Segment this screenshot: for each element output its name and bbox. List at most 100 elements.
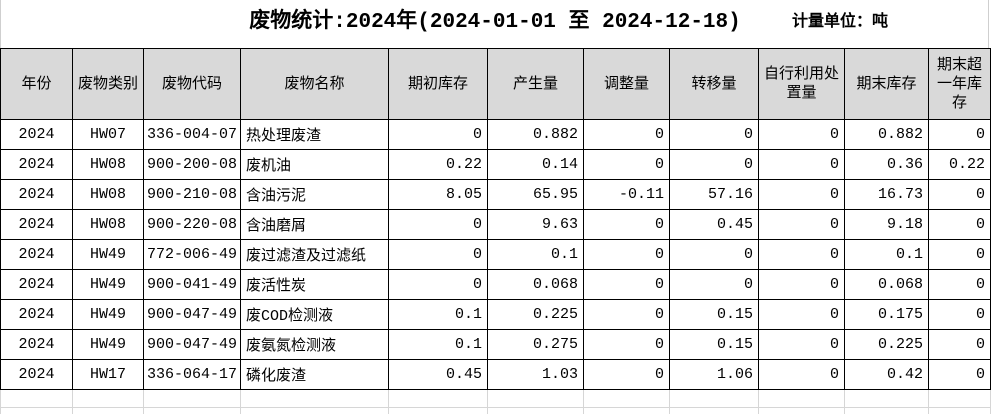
empty-cell[interactable] [487,389,584,408]
cell-generated-amount[interactable]: 0.275 [487,329,584,360]
cell-waste-category[interactable]: HW08 [72,209,144,240]
cell-closing-stock[interactable]: 9.18 [844,209,929,240]
cell-waste-code[interactable]: 772-006-49 [143,239,241,270]
header-cell-adjustment-amount[interactable]: 调整量 [583,48,670,120]
cell-waste-code[interactable]: 900-200-08 [143,149,241,180]
cell-closing-stock[interactable]: 16.73 [844,179,929,210]
cell-waste-name[interactable]: 废机油 [240,149,389,180]
cell-waste-name[interactable]: 热处理废渣 [240,119,389,150]
cell-opening-stock[interactable]: 0.1 [388,329,488,360]
header-cell-generated-amount[interactable]: 产生量 [487,48,584,120]
cell-over-one-year-stock[interactable]: 0 [928,299,991,330]
empty-cell[interactable] [240,407,389,414]
empty-cell[interactable] [669,389,759,408]
cell-waste-category[interactable]: HW08 [72,149,144,180]
cell-year[interactable]: 2024 [0,329,73,360]
empty-cell[interactable] [844,407,929,414]
cell-opening-stock[interactable]: 0 [388,119,488,150]
cell-generated-amount[interactable]: 0.882 [487,119,584,150]
empty-cell[interactable] [388,389,488,408]
cell-opening-stock[interactable]: 0 [388,239,488,270]
header-cell-waste-category[interactable]: 废物类别 [72,48,144,120]
cell-self-disposal-amount[interactable]: 0 [758,119,845,150]
empty-cell[interactable] [758,389,845,408]
cell-transferred-amount[interactable]: 0 [669,149,759,180]
cell-over-one-year-stock[interactable]: 0 [928,209,991,240]
cell-closing-stock[interactable]: 0.225 [844,329,929,360]
cell-generated-amount[interactable]: 1.03 [487,359,584,390]
empty-cell[interactable] [928,389,991,408]
cell-waste-category[interactable]: HW49 [72,329,144,360]
cell-transferred-amount[interactable]: 0.45 [669,209,759,240]
cell-generated-amount[interactable]: 0.225 [487,299,584,330]
cell-opening-stock[interactable]: 0.22 [388,149,488,180]
cell-generated-amount[interactable]: 0.1 [487,239,584,270]
cell-opening-stock[interactable]: 0.45 [388,359,488,390]
cell-waste-name[interactable]: 磷化废渣 [240,359,389,390]
cell-waste-category[interactable]: HW17 [72,359,144,390]
cell-waste-name[interactable]: 废过滤渣及过滤纸 [240,239,389,270]
cell-adjustment-amount[interactable]: 0 [583,299,670,330]
cell-closing-stock[interactable]: 0.42 [844,359,929,390]
cell-adjustment-amount[interactable]: 0 [583,209,670,240]
cell-self-disposal-amount[interactable]: 0 [758,359,845,390]
header-cell-year[interactable]: 年份 [0,48,73,120]
cell-opening-stock[interactable]: 0.1 [388,299,488,330]
cell-opening-stock[interactable]: 0 [388,269,488,300]
cell-year[interactable]: 2024 [0,149,73,180]
cell-year[interactable]: 2024 [0,299,73,330]
cell-transferred-amount[interactable]: 0 [669,239,759,270]
cell-opening-stock[interactable]: 8.05 [388,179,488,210]
cell-waste-category[interactable]: HW08 [72,179,144,210]
empty-cell[interactable] [487,407,584,414]
header-cell-opening-stock[interactable]: 期初库存 [388,48,488,120]
cell-closing-stock[interactable]: 0.068 [844,269,929,300]
cell-transferred-amount[interactable]: 0.15 [669,329,759,360]
cell-over-one-year-stock[interactable]: 0 [928,239,991,270]
empty-cell[interactable] [72,389,144,408]
cell-year[interactable]: 2024 [0,239,73,270]
cell-over-one-year-stock[interactable]: 0.22 [928,149,991,180]
header-cell-waste-name[interactable]: 废物名称 [240,48,389,120]
cell-self-disposal-amount[interactable]: 0 [758,269,845,300]
cell-waste-name[interactable]: 含油磨屑 [240,209,389,240]
cell-over-one-year-stock[interactable]: 0 [928,179,991,210]
empty-cell[interactable] [72,407,144,414]
header-cell-waste-code[interactable]: 废物代码 [143,48,241,120]
cell-waste-code[interactable]: 900-210-08 [143,179,241,210]
cell-waste-code[interactable]: 900-047-49 [143,299,241,330]
cell-waste-code[interactable]: 900-220-08 [143,209,241,240]
cell-closing-stock[interactable]: 0.175 [844,299,929,330]
cell-transferred-amount[interactable]: 0.15 [669,299,759,330]
cell-transferred-amount[interactable]: 1.06 [669,359,759,390]
cell-waste-category[interactable]: HW07 [72,119,144,150]
empty-cell[interactable] [844,389,929,408]
cell-adjustment-amount[interactable]: 0 [583,239,670,270]
cell-over-one-year-stock[interactable]: 0 [928,359,991,390]
cell-over-one-year-stock[interactable]: 0 [928,269,991,300]
empty-cell[interactable] [0,389,73,408]
cell-over-one-year-stock[interactable]: 0 [928,329,991,360]
cell-generated-amount[interactable]: 9.63 [487,209,584,240]
cell-generated-amount[interactable]: 0.068 [487,269,584,300]
empty-cell[interactable] [240,389,389,408]
cell-closing-stock[interactable]: 0.882 [844,119,929,150]
empty-cell[interactable] [758,407,845,414]
cell-closing-stock[interactable]: 0.1 [844,239,929,270]
empty-cell[interactable] [143,389,241,408]
cell-waste-name[interactable]: 废COD检测液 [240,299,389,330]
cell-waste-name[interactable]: 废活性炭 [240,269,389,300]
cell-waste-code[interactable]: 336-004-07 [143,119,241,150]
cell-generated-amount[interactable]: 65.95 [487,179,584,210]
cell-over-one-year-stock[interactable]: 0 [928,119,991,150]
header-cell-self-disposal-amount[interactable]: 自行利用处置量 [758,48,845,120]
header-cell-transferred-amount[interactable]: 转移量 [669,48,759,120]
empty-cell[interactable] [669,407,759,414]
cell-adjustment-amount[interactable]: 0 [583,329,670,360]
cell-self-disposal-amount[interactable]: 0 [758,299,845,330]
cell-adjustment-amount[interactable]: 0 [583,149,670,180]
cell-year[interactable]: 2024 [0,179,73,210]
header-cell-over-one-year-stock[interactable]: 期末超一年库存 [928,48,991,120]
cell-year[interactable]: 2024 [0,269,73,300]
cell-waste-name[interactable]: 含油污泥 [240,179,389,210]
